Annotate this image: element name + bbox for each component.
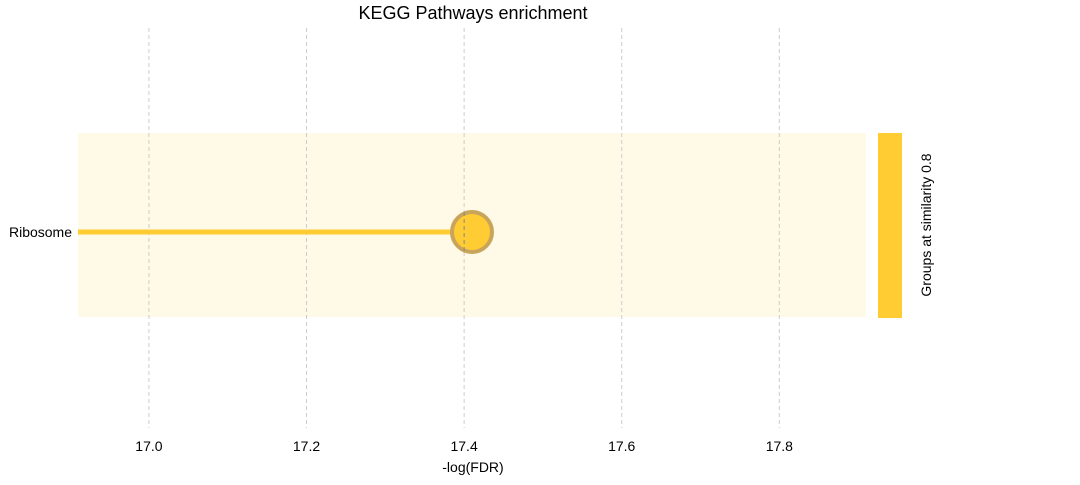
- x-axis-label: -log(FDR): [442, 459, 503, 475]
- lollipop-marks: [78, 210, 494, 254]
- x-tick-label: 17.6: [608, 438, 635, 454]
- x-tick-label: 17.8: [766, 438, 793, 454]
- lollipop-marker: [450, 210, 494, 254]
- x-tick-label: 17.2: [293, 438, 320, 454]
- x-tick-label: 17.4: [450, 438, 477, 454]
- chart-title: KEGG Pathways enrichment: [358, 3, 587, 23]
- x-tick-label: 17.0: [135, 438, 162, 454]
- group-similarity-label: Groups at similarity 0.8: [918, 153, 934, 296]
- y-tick-labels: Ribosome: [9, 224, 72, 240]
- category-label: Ribosome: [9, 224, 72, 240]
- x-tick-labels: 17.0 17.2 17.4 17.6 17.8: [135, 438, 793, 454]
- x-grid: [148, 28, 780, 428]
- group-color-bar: [878, 133, 902, 318]
